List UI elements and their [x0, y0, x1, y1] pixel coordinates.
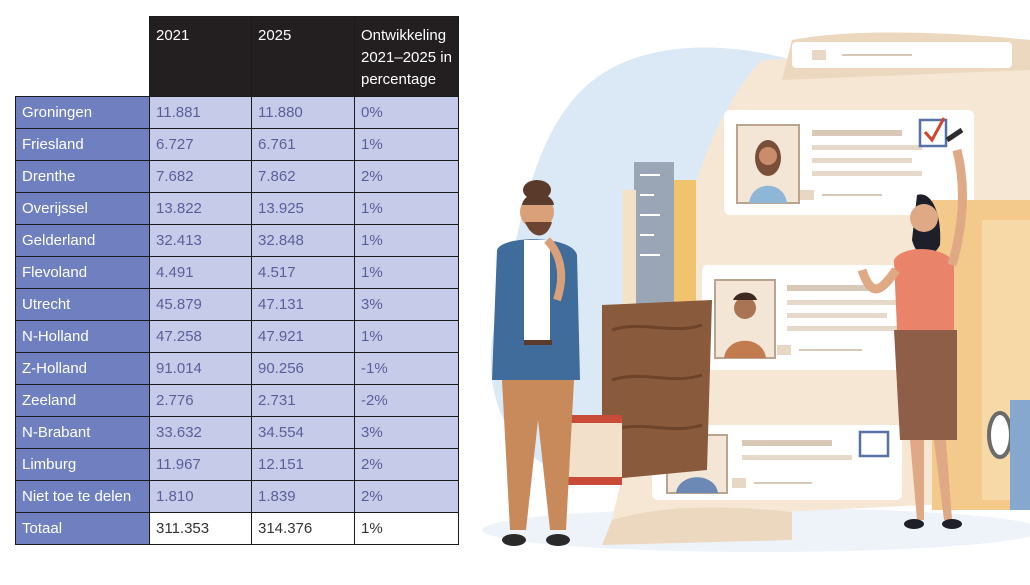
value-2025-cell: 90.256 — [251, 352, 355, 385]
value-2025-cell: 4.517 — [251, 256, 355, 289]
region-cell: Friesland — [15, 128, 150, 161]
header-2021: 2021 — [149, 16, 252, 97]
woman-figure — [857, 148, 967, 529]
region-cell: Groningen — [15, 96, 150, 129]
value-2021-cell: 11.967 — [149, 448, 252, 481]
table-row: Z-Holland 91.014 90.256 -1% — [15, 352, 459, 385]
region-cell: Utrecht — [15, 288, 150, 321]
region-cell: Drenthe — [15, 160, 150, 193]
checkmark-icon — [918, 117, 948, 148]
table-row: Flevoland 4.491 4.517 1% — [15, 256, 459, 289]
employment-table: 2021 2025 Ontwikkeling 2021–2025 in perc… — [15, 16, 459, 545]
header-2025: 2025 — [251, 16, 355, 97]
value-2025-cell: 11.880 — [251, 96, 355, 129]
table-row: Friesland 6.727 6.761 1% — [15, 128, 459, 161]
pct-cell: 2% — [354, 160, 459, 193]
pct-cell: 1% — [354, 256, 459, 289]
table-total-row: Totaal 311.353 314.376 1% — [15, 512, 459, 545]
value-2021-cell: 45.879 — [149, 288, 252, 321]
total-2021-cell: 311.353 — [149, 512, 252, 545]
pct-cell: 1% — [354, 192, 459, 225]
recruitment-illustration-svg — [482, 32, 1030, 552]
header-development-pct: Ontwikkeling 2021–2025 in percentage — [354, 16, 459, 97]
table-row: Niet toe te delen 1.810 1.839 2% — [15, 480, 459, 513]
value-2025-cell: 2.731 — [251, 384, 355, 417]
value-2021-cell: 13.822 — [149, 192, 252, 225]
table-row: Drenthe 7.682 7.862 2% — [15, 160, 459, 193]
value-2025-cell: 13.925 — [251, 192, 355, 225]
region-cell: Overijssel — [15, 192, 150, 225]
value-2025-cell: 6.761 — [251, 128, 355, 161]
value-2021-cell: 2.776 — [149, 384, 252, 417]
table-row: Utrecht 45.879 47.131 3% — [15, 288, 459, 321]
man-figure — [492, 180, 580, 546]
table-row: Groningen 11.881 11.880 0% — [15, 96, 459, 129]
value-2021-cell: 33.632 — [149, 416, 252, 449]
value-2025-cell: 47.921 — [251, 320, 355, 353]
value-2021-cell: 7.682 — [149, 160, 252, 193]
value-2021-cell: 6.727 — [149, 128, 252, 161]
value-2025-cell: 7.862 — [251, 160, 355, 193]
header-blank-cell — [15, 16, 150, 97]
region-cell: N-Brabant — [15, 416, 150, 449]
region-cell: N-Holland — [15, 320, 150, 353]
pct-cell: 1% — [354, 128, 459, 161]
region-cell: Flevoland — [15, 256, 150, 289]
value-2021-cell: 91.014 — [149, 352, 252, 385]
value-2025-cell: 1.839 — [251, 480, 355, 513]
value-2025-cell: 47.131 — [251, 288, 355, 321]
table-row: N-Brabant 33.632 34.554 3% — [15, 416, 459, 449]
pct-cell: 2% — [354, 480, 459, 513]
ruler-icon — [634, 162, 674, 322]
value-2021-cell: 32.413 — [149, 224, 252, 257]
table-row: N-Holland 47.258 47.921 1% — [15, 320, 459, 353]
candidate-card-icon — [724, 110, 974, 215]
table-row: Zeeland 2.776 2.731 -2% — [15, 384, 459, 417]
pct-cell: 1% — [354, 320, 459, 353]
table-row: Overijssel 13.822 13.925 1% — [15, 192, 459, 225]
region-cell: Limburg — [15, 448, 150, 481]
value-2025-cell: 34.554 — [251, 416, 355, 449]
pct-cell: -1% — [354, 352, 459, 385]
total-pct-cell: 1% — [354, 512, 459, 545]
table-row: Limburg 11.967 12.151 2% — [15, 448, 459, 481]
total-2025-cell: 314.376 — [251, 512, 355, 545]
region-cell: Zeeland — [15, 384, 150, 417]
value-2021-cell: 1.810 — [149, 480, 252, 513]
recruitment-illustration — [462, 0, 1030, 580]
region-cell: Niet toe te delen — [15, 480, 150, 513]
pencil-icon — [945, 127, 964, 143]
pct-cell: -2% — [354, 384, 459, 417]
region-cell: Gelderland — [15, 224, 150, 257]
table-row: Gelderland 32.413 32.848 1% — [15, 224, 459, 257]
pct-cell: 2% — [354, 448, 459, 481]
value-2021-cell: 47.258 — [149, 320, 252, 353]
value-2021-cell: 4.491 — [149, 256, 252, 289]
data-table-container: 2021 2025 Ontwikkeling 2021–2025 in perc… — [15, 16, 459, 545]
table-header-row: 2021 2025 Ontwikkeling 2021–2025 in perc… — [15, 16, 459, 97]
value-2025-cell: 12.151 — [251, 448, 355, 481]
value-2021-cell: 11.881 — [149, 96, 252, 129]
pct-cell: 3% — [354, 416, 459, 449]
pct-cell: 0% — [354, 96, 459, 129]
pct-cell: 3% — [354, 288, 459, 321]
total-label-cell: Totaal — [15, 512, 150, 545]
region-cell: Z-Holland — [15, 352, 150, 385]
value-2025-cell: 32.848 — [251, 224, 355, 257]
pct-cell: 1% — [354, 224, 459, 257]
